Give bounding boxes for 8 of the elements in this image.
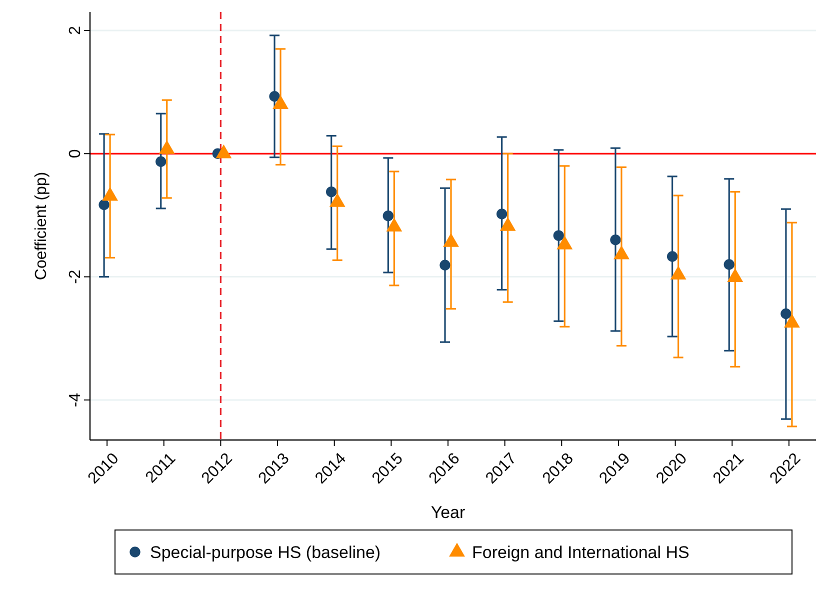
y-axis-title: Coefficient (pp) xyxy=(33,172,50,280)
legend-label: Foreign and International HS xyxy=(472,543,690,562)
y-tick-label: -2 xyxy=(67,270,84,284)
y-tick-label: -4 xyxy=(67,392,84,408)
y-tick-label: 2 xyxy=(67,26,84,35)
legend-label: Special-purpose HS (baseline) xyxy=(150,543,381,562)
y-tick-label: 0 xyxy=(67,149,84,158)
x-axis-title: Year xyxy=(430,503,466,522)
